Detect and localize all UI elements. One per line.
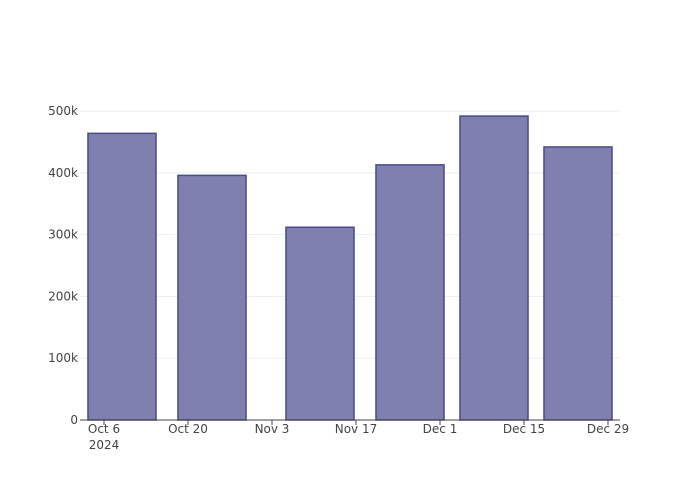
bar [285,226,355,421]
x-tick-label-line: Oct 6 [88,422,120,436]
x-tick-label-line: Nov 3 [255,422,290,436]
x-tick-label: Dec 1 [423,422,458,436]
x-tick-label: Dec 15 [503,422,545,436]
x-tick-label: Oct 6 2024 [88,422,120,452]
x-tick-label-line: Dec 29 [587,422,629,436]
x-tick-label-line: Dec 1 [423,422,458,436]
y-tick-label: 100k [48,351,78,365]
bar [177,174,247,421]
y-tick-label: 400k [48,166,78,180]
y-tick-label: 0 [70,413,78,427]
y-tick-label: 200k [48,289,78,303]
bar [543,146,613,421]
x-tick-label-line: Oct 20 [168,422,208,436]
x-tick-label: Oct 20 [168,422,208,436]
bar [375,164,445,421]
bar [459,115,529,421]
x-tick-label-line: Nov 17 [335,422,378,436]
x-tick-label: Nov 17 [335,422,378,436]
x-tick-label: Nov 3 [255,422,290,436]
x-tick-label: Dec 29 [587,422,629,436]
bar [87,132,157,421]
x-tick-label-line: 2024 [89,438,120,452]
y-tick-label: 500k [48,104,78,118]
y-tick-label: 300k [48,228,78,242]
x-tick-label-line: Dec 15 [503,422,545,436]
